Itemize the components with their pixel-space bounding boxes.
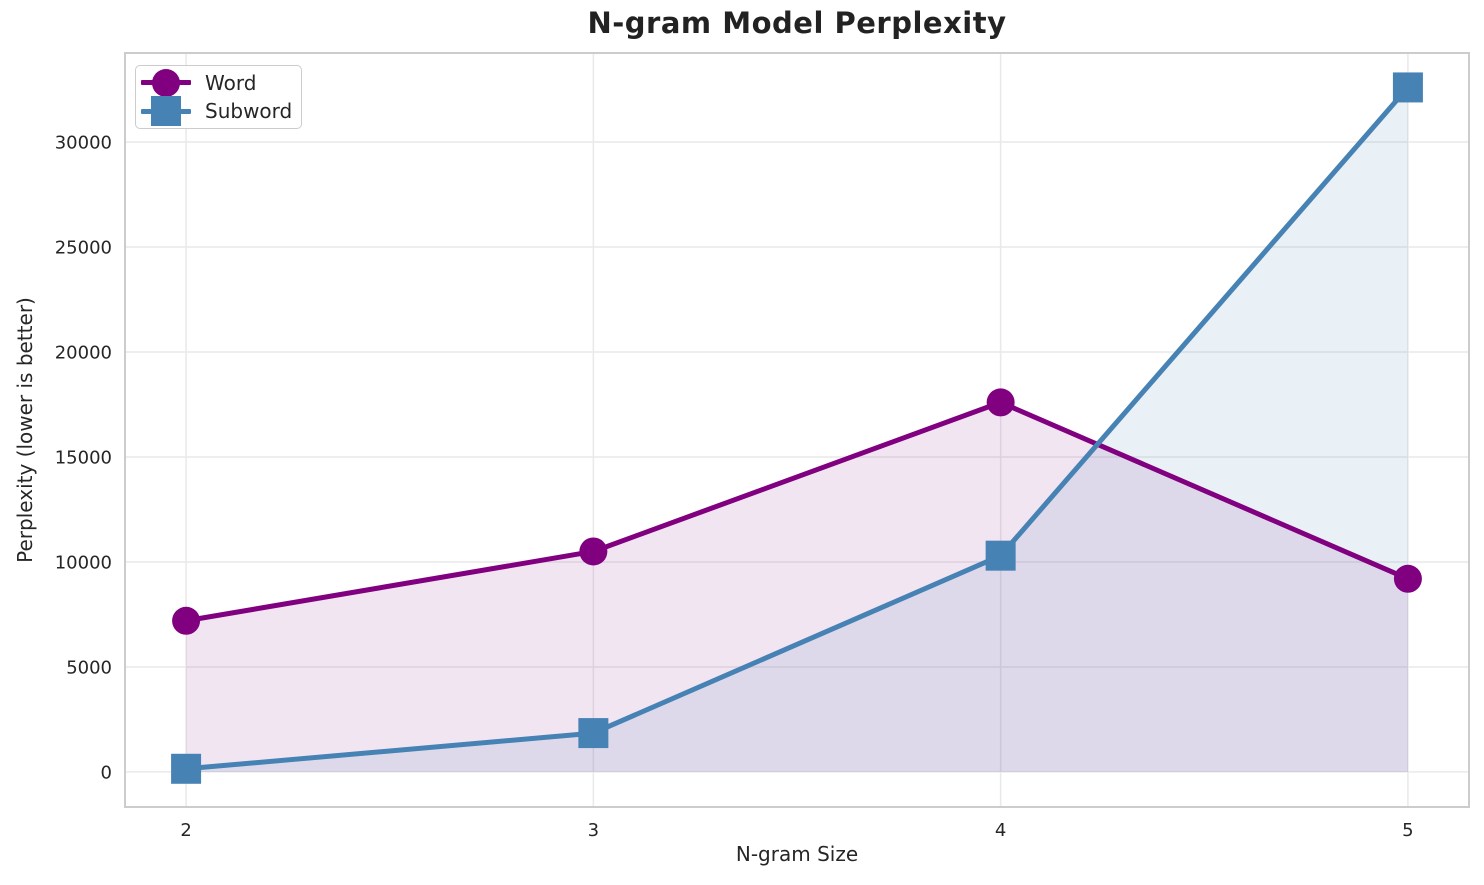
word-circle-marker-icon [152, 68, 180, 97]
legend-label-subword: Subword [205, 99, 293, 124]
x-tick-label: 2 [180, 820, 191, 841]
data-point-subword [578, 718, 609, 749]
x-axis-tick-labels: 2 3 4 5 [180, 820, 1413, 841]
series-layer [171, 72, 1423, 784]
data-point-subword [1392, 72, 1423, 103]
plot-border [124, 52, 1470, 808]
area-fill-subword [186, 87, 1408, 772]
series-word [172, 388, 1422, 635]
series-subword [171, 72, 1423, 784]
y-axis-label: Perplexity (lower is better) [13, 297, 37, 563]
grid-layer [125, 53, 1469, 807]
y-tick-label: 10000 [55, 552, 112, 573]
x-tick-label: 4 [995, 820, 1006, 841]
y-tick-label: 5000 [66, 657, 112, 678]
data-point-word [986, 388, 1015, 417]
legend-item-subword: Subword [141, 96, 293, 127]
legend-label-word: Word [205, 70, 257, 95]
y-axis-tick-labels: 0 5000 10000 15000 20000 25000 30000 [55, 133, 112, 784]
area-fill-layer [186, 87, 1408, 772]
y-tick-label: 25000 [55, 238, 112, 259]
data-point-word [579, 537, 608, 566]
line-subword [185, 85, 1410, 772]
chart-title: N-gram Model Perplexity [587, 6, 1007, 40]
data-point-subword [985, 540, 1016, 571]
data-point-word [172, 606, 201, 635]
y-tick-label: 30000 [55, 133, 112, 154]
data-point-word [1393, 564, 1422, 593]
legend-line-subword [141, 96, 191, 127]
y-tick-label: 0 [101, 762, 112, 783]
y-tick-label: 20000 [55, 342, 112, 363]
x-tick-label: 5 [1402, 820, 1413, 841]
subword-square-marker-icon [151, 96, 181, 127]
x-tick-label: 3 [588, 820, 599, 841]
data-point-subword [171, 753, 202, 784]
y-tick-label: 15000 [55, 447, 112, 468]
legend-line-word [141, 68, 191, 97]
legend: Word Subword [135, 65, 302, 129]
area-fill-word [186, 402, 1408, 772]
x-axis-label: N-gram Size [735, 842, 859, 866]
line-word [185, 399, 1409, 624]
legend-item-word: Word [141, 68, 291, 97]
